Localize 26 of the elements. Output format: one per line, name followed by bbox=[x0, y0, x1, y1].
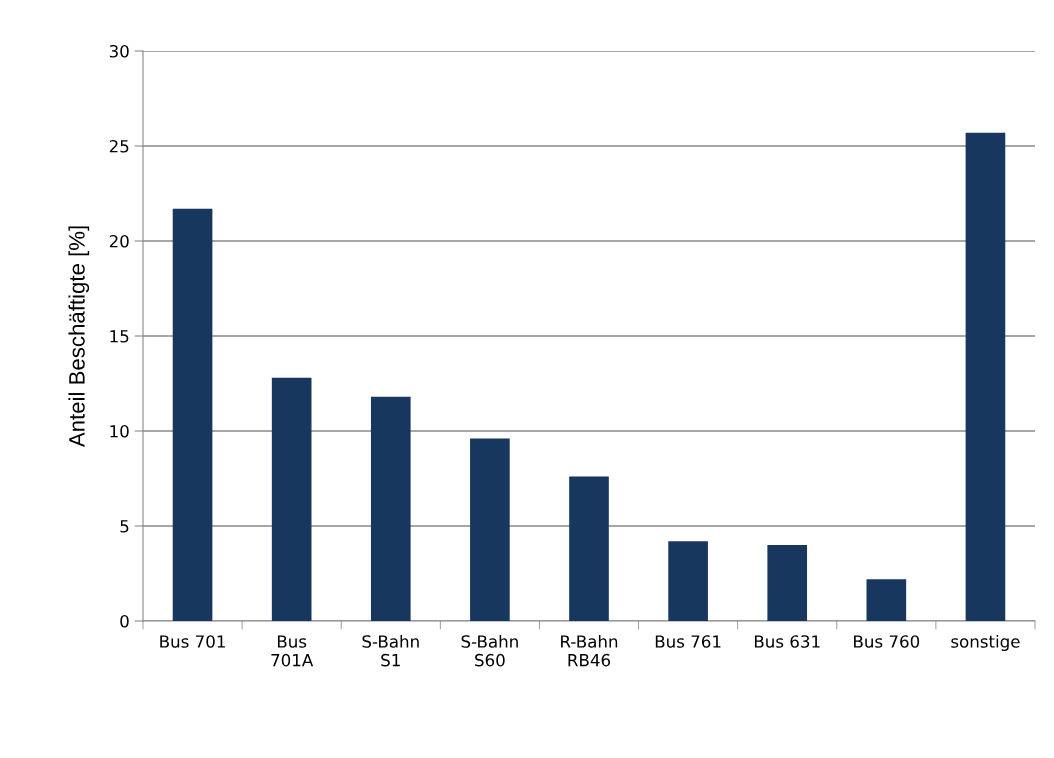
x-tick-label: Bus 761 bbox=[655, 635, 721, 648]
x-tick-label: R-Bahn RB46 bbox=[561, 634, 618, 667]
y-axis-title: Anteil Beschäftigte [%] bbox=[68, 226, 90, 448]
bar bbox=[271, 377, 312, 621]
y-tick-label: 10 bbox=[110, 424, 129, 438]
x-tick-label: Bus 631 bbox=[754, 635, 820, 648]
x-tick-label: sonstige bbox=[951, 634, 1020, 652]
x-tick-label: Bus 760 bbox=[854, 635, 920, 648]
bar bbox=[172, 208, 213, 621]
bar bbox=[668, 541, 708, 621]
y-tick-label: 0 bbox=[120, 614, 129, 628]
bar bbox=[965, 132, 1006, 621]
x-tick-label: Bus 701A bbox=[271, 635, 314, 667]
y-tick-label: 25 bbox=[109, 139, 129, 153]
y-tick-label: 20 bbox=[109, 234, 129, 248]
bar bbox=[767, 545, 808, 621]
bar bbox=[569, 476, 609, 621]
x-tick-label: S-Bahn S1 bbox=[362, 634, 419, 667]
bar bbox=[470, 438, 510, 621]
y-tick-label: 15 bbox=[110, 330, 129, 343]
y-tick-label: 5 bbox=[120, 520, 129, 533]
bar bbox=[370, 396, 411, 621]
x-tick-label: S-Bahn S60 bbox=[461, 634, 518, 667]
y-tick-label: 30 bbox=[109, 44, 129, 58]
x-tick-label: Bus 701 bbox=[160, 635, 225, 648]
bar bbox=[866, 579, 907, 621]
